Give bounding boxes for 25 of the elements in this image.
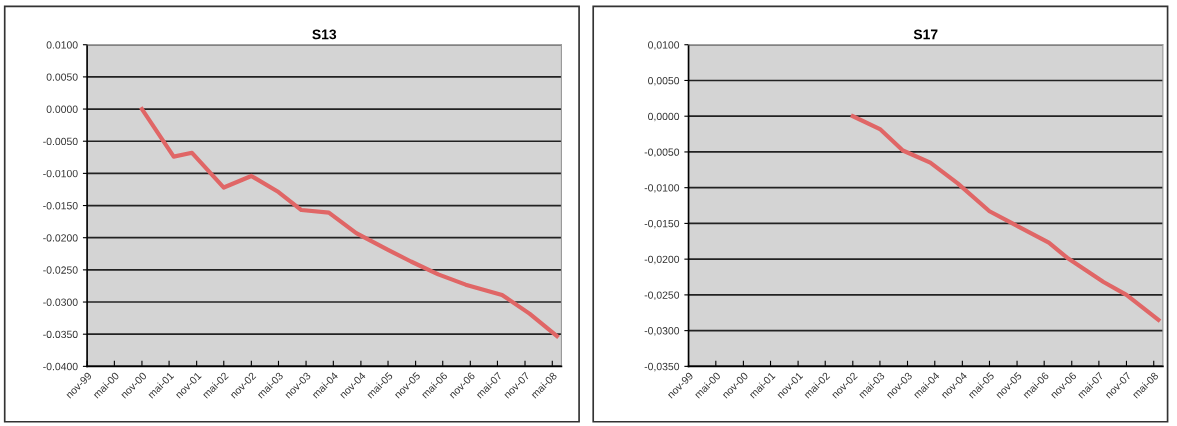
y-tick-label: 0.0000: [46, 105, 78, 113]
y-tick-label: 0,0000: [648, 112, 680, 122]
y-tick-label: -0.0300: [43, 298, 78, 306]
y-tick-label: -0.0250: [43, 266, 78, 274]
y-tick-label: -0,0250: [644, 291, 680, 300]
y-tick-label: -0.0350: [43, 330, 78, 339]
y-tick-label: 0,0050: [648, 76, 680, 86]
y-tick-label: -0,0200: [644, 255, 680, 265]
y-tick-label: -0.0200: [43, 234, 78, 242]
y-tick-label: -0,0050: [644, 148, 680, 158]
y-tick-label: -0,0100: [644, 184, 680, 193]
y-tick-label: -0,0300: [644, 327, 680, 336]
line-series: [139, 106, 560, 339]
y-tick-label: -0.0150: [43, 202, 78, 210]
y-tick-label: -0.0100: [43, 169, 78, 178]
chart-title: S13: [312, 29, 337, 40]
y-tick-label: -0,0350: [644, 362, 680, 372]
y-tick-label: 0.0050: [46, 73, 78, 81]
y-tick-label: -0,0150: [644, 219, 680, 229]
chart-title: S17: [913, 29, 938, 40]
line-series: [850, 114, 1161, 322]
y-tick-label: -0.0400: [43, 362, 78, 371]
y-tick-label: 0.0100: [46, 41, 78, 49]
y-tick-label: -0.0050: [43, 137, 78, 146]
y-tick-label: 0,0100: [648, 41, 680, 50]
